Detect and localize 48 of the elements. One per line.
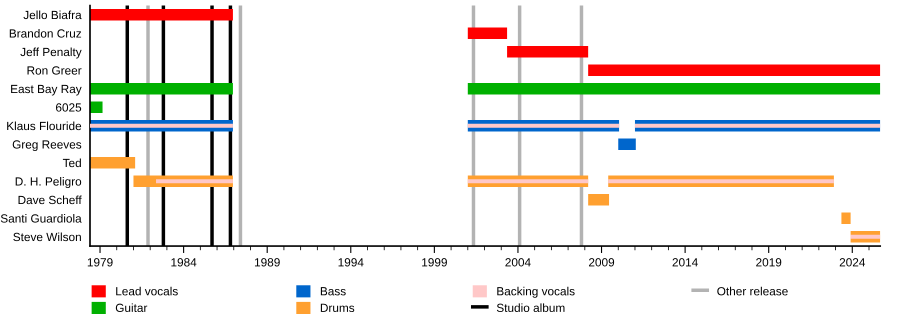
bar: [90, 9, 233, 21]
y-tick-label: Santi Guardiola: [0, 214, 82, 223]
bar: [841, 212, 851, 224]
x-tick-label: 1994: [338, 258, 364, 266]
x-tick-label: 2009: [588, 258, 614, 266]
bar: [90, 124, 233, 128]
y-tick-label: D. H. Peligro: [16, 176, 82, 188]
y-tick-label: Brandon Cruz: [10, 28, 82, 38]
legend-label: Guitar: [116, 303, 148, 312]
x-tick-label: 2024: [840, 258, 866, 266]
legend-label: Other release: [717, 286, 788, 296]
bar: [608, 179, 834, 184]
bar: [468, 179, 588, 184]
bar: [468, 83, 880, 95]
legend-label: Lead vocals: [116, 286, 178, 296]
bar: [618, 138, 636, 150]
legend-label: Studio album: [496, 303, 564, 312]
y-tick-label: Jello Biafra: [23, 10, 82, 20]
legend-label: Bass: [320, 287, 346, 296]
bar: [850, 234, 880, 239]
bar: [468, 28, 508, 40]
y-tick-label: Greg Reeves: [12, 140, 82, 151]
bar: [588, 64, 880, 76]
legend-label: Drums: [320, 304, 354, 312]
y-tick-label: 6025: [56, 103, 82, 112]
x-tick-label: 1989: [254, 258, 280, 266]
bar: [90, 157, 136, 169]
y-tick-label: Dave Scheff: [18, 195, 82, 204]
y-tick-label: Ted: [62, 158, 81, 168]
y-tick-label: Steve Wilson: [13, 232, 81, 242]
x-tick-label: 2014: [672, 258, 698, 266]
bar: [588, 194, 610, 206]
bar: [634, 124, 880, 128]
legend-label: Backing vocals: [497, 286, 575, 298]
y-tick-label: Ron Greer: [28, 66, 82, 75]
y-tick-label: Klaus Flouride: [7, 121, 82, 130]
bar: [468, 124, 620, 128]
x-tick-label: 2004: [505, 258, 531, 266]
x-tick-label: 1984: [171, 258, 196, 266]
y-tick-label: Jeff Penalty: [20, 47, 82, 58]
bar: [156, 179, 233, 184]
x-tick-label: 1979: [88, 258, 113, 266]
y-tick-label: East Bay Ray: [11, 84, 82, 96]
bar: [90, 102, 103, 114]
x-tick-label: 2019: [756, 258, 782, 266]
bar: [90, 83, 233, 95]
x-tick-label: 1999: [422, 258, 447, 266]
bar: [507, 46, 588, 58]
